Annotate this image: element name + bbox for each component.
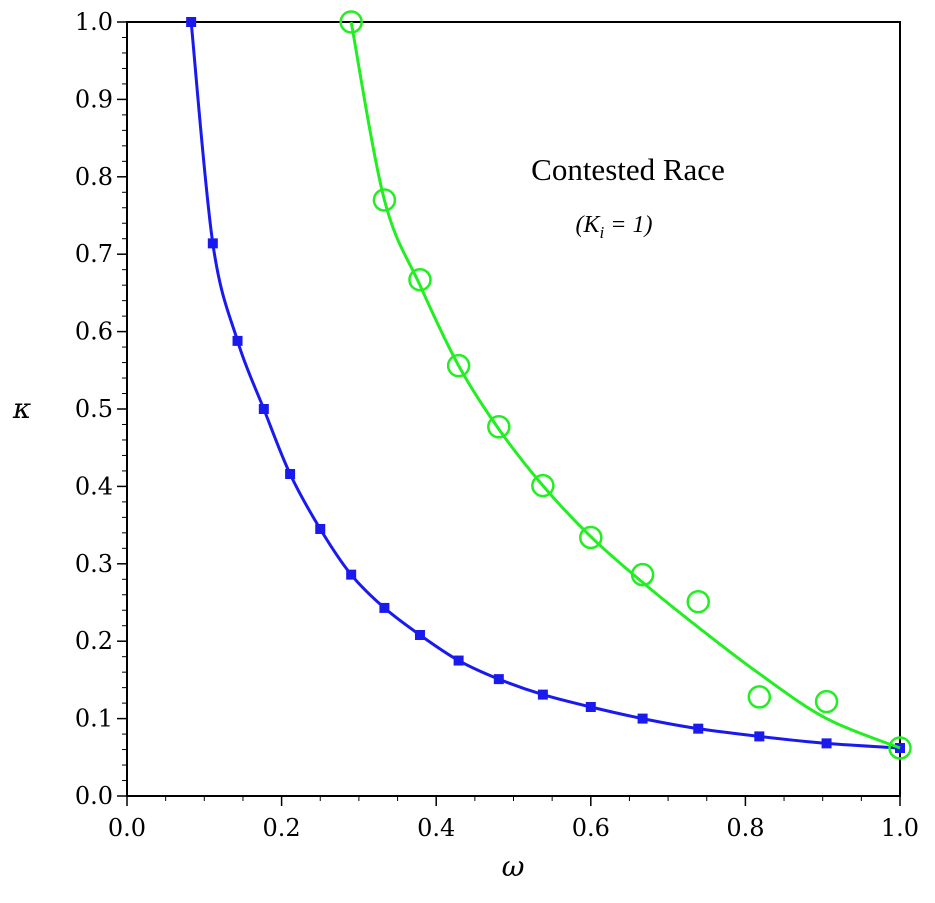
annotation-subscript: i xyxy=(600,223,605,242)
data-point-circle xyxy=(579,525,603,550)
data-point-square xyxy=(285,469,296,480)
plot-frame xyxy=(126,21,901,797)
y-tick-label: 0.6 xyxy=(75,318,113,346)
data-point-square xyxy=(232,335,243,346)
data-point-square xyxy=(258,404,269,414)
data-point-square xyxy=(585,701,596,712)
series-line xyxy=(189,21,901,750)
data-point-circle xyxy=(372,188,397,212)
y-tick-label: 0.8 xyxy=(75,163,113,191)
x-axis-ticks: 0.0 0.2 0.4 0.6 0.8 1.0 xyxy=(108,796,919,842)
y-tick-label: 0.4 xyxy=(75,472,113,500)
data-point-square xyxy=(315,523,326,534)
data-point-square xyxy=(637,713,648,724)
annotation-subtitle: (Ki = 1) xyxy=(576,212,653,242)
x-tick-label: 0.6 xyxy=(572,814,610,842)
data-point-square xyxy=(346,569,357,580)
data-point-square xyxy=(821,738,832,749)
x-tick-label: 0.2 xyxy=(263,814,301,842)
data-point-square xyxy=(537,689,548,700)
data-point-square xyxy=(186,17,197,27)
data-point-circle xyxy=(487,415,511,439)
data-point-square xyxy=(379,602,390,613)
series-layer xyxy=(186,10,912,760)
data-point-circle xyxy=(686,589,710,614)
y-tick-label: 1.0 xyxy=(75,8,113,36)
series-line xyxy=(349,21,901,750)
data-point-square xyxy=(493,674,504,685)
data-point-square xyxy=(414,630,425,641)
y-axis-label: κ xyxy=(12,392,31,425)
x-tick-label: 1.0 xyxy=(881,814,919,842)
y-tick-label: 0.7 xyxy=(75,240,113,268)
x-tick-label: 0.8 xyxy=(726,814,764,842)
data-point-circle xyxy=(408,267,432,292)
data-point-circle xyxy=(630,562,655,587)
data-point-circle xyxy=(888,736,912,760)
x-tick-label: 0.0 xyxy=(108,814,146,842)
y-tick-label: 0.0 xyxy=(75,782,113,810)
annotation-subtitle-end: = 1) xyxy=(604,212,652,238)
y-tick-label: 0.2 xyxy=(75,627,113,655)
data-point-circle xyxy=(747,685,772,709)
data-point-circle xyxy=(339,10,363,34)
annotation-title: Contested Race xyxy=(531,152,725,187)
data-point-square xyxy=(693,723,704,734)
data-point-square xyxy=(895,743,905,754)
series-1 xyxy=(186,17,905,754)
y-tick-label: 0.9 xyxy=(75,85,113,113)
data-point-square xyxy=(754,731,765,742)
y-tick-label: 0.5 xyxy=(75,395,113,423)
series-2 xyxy=(339,10,912,760)
plot-frame-group xyxy=(126,21,901,797)
annotation-subtitle-start: (K xyxy=(576,212,602,238)
data-point-square xyxy=(453,655,464,666)
y-axis-ticks: 0.0 0.1 0.2 0.3 0.4 0.5 0.6 0.7 0.8 0.9 1.0 xyxy=(75,8,127,810)
data-point-circle xyxy=(446,353,471,378)
data-point-square xyxy=(207,238,218,249)
y-tick-label: 0.1 xyxy=(75,705,113,733)
x-axis-label: ω xyxy=(502,850,525,883)
x-tick-label: 0.4 xyxy=(417,814,455,842)
data-point-circle xyxy=(531,473,555,498)
data-point-circle xyxy=(814,689,839,714)
y-tick-label: 0.3 xyxy=(75,550,113,578)
